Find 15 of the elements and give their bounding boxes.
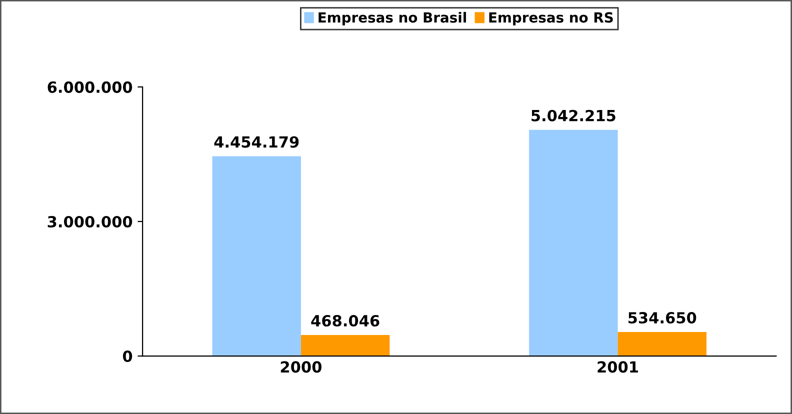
bar <box>529 130 618 356</box>
legend-label: Empresas no RS <box>489 12 613 26</box>
y-tick-label: 3.000.000 <box>48 216 132 228</box>
x-tick-label: 2001 <box>598 361 638 373</box>
bar <box>618 332 706 356</box>
x-tick-label: 2000 <box>280 361 322 373</box>
y-tick-label: 6.000.000 <box>48 81 132 93</box>
data-label: 4.454.179 <box>214 136 299 148</box>
legend-label: Empresas no Brasil <box>318 12 466 26</box>
data-label: 468.046 <box>311 314 380 327</box>
data-label: 534.650 <box>628 312 696 324</box>
bar <box>212 156 301 356</box>
y-tick-label: 0 <box>122 350 132 362</box>
data-label: 5.042.215 <box>532 110 616 122</box>
bar <box>300 335 390 356</box>
